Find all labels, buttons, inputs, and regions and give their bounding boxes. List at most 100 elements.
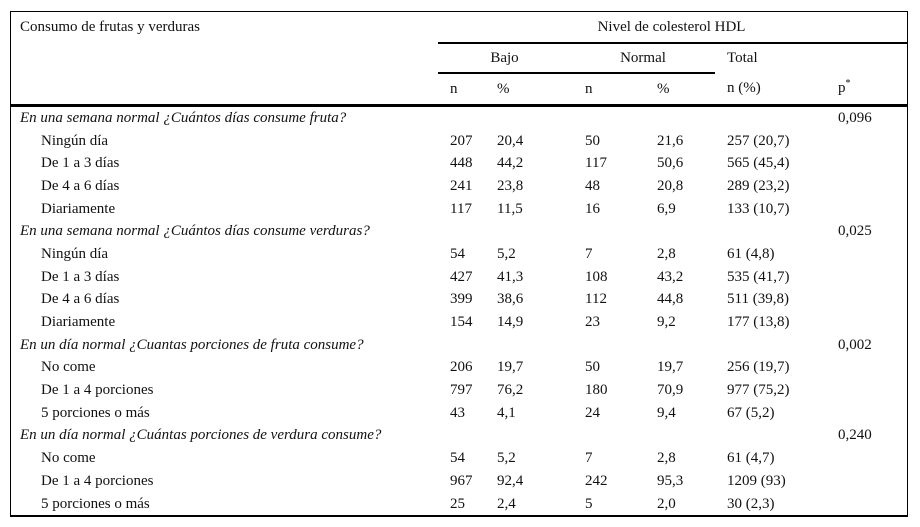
p-empty-cell <box>826 152 907 175</box>
p-empty-cell <box>826 447 907 470</box>
row-label-cell: De 1 a 4 porciones <box>41 382 154 399</box>
bajo-group-header: Bajo <box>438 43 573 74</box>
total-cell: 67 (5,2) <box>727 404 775 421</box>
hdl-span-header-cell: Nivel de colesterol HDL <box>438 12 908 44</box>
table-header: Consumo de frutas y verduras Nivel de co… <box>11 12 908 106</box>
p-empty-cell <box>826 175 907 198</box>
data-row: De 1 a 3 días 427 41,3 108 43,2 535 (41,7) <box>11 266 907 289</box>
data-row: No come 54 5,2 7 2,8 61 (4,7) <box>11 447 907 470</box>
p-empty-cell <box>826 243 907 266</box>
total-cell: 61 (4,7) <box>727 450 775 467</box>
p-empty-cell <box>826 402 907 425</box>
table-body: En una semana normal ¿Cuántos días consu… <box>11 103 908 516</box>
section-question-cell: En una semana normal ¿Cuántos días consu… <box>20 223 370 240</box>
normal-n-cell: 24 <box>585 404 600 421</box>
section-question-row: En un día normal ¿Cuántas porciones de v… <box>11 425 907 448</box>
data-row: De 4 a 6 días 241 23,8 48 20,8 289 (23,2) <box>11 175 907 198</box>
row-label-cell: Diariamente <box>41 314 116 331</box>
bajo-pct-cell: 38,6 <box>497 291 524 308</box>
data-row: Diariamente 117 11,5 16 6,9 133 (10,7) <box>11 198 907 221</box>
data-row: De 1 a 4 porciones 797 76,2 180 70,9 977 (75,… <box>11 379 907 402</box>
bajo-n-cell: 117 <box>450 200 472 217</box>
n-pct-subheader-total: n (%) <box>727 80 761 96</box>
bajo-n-cell: 241 <box>450 177 473 194</box>
p-asterisk: * <box>845 78 851 89</box>
p-value-cell: 0,240 <box>838 427 872 444</box>
data-row: 5 porciones o más 25 2,4 5 2,0 30 (2,3) <box>11 493 907 516</box>
data-row: De 4 a 6 días 399 38,6 112 44,8 511 (39,8) <box>11 289 907 312</box>
bajo-pct-cell: 19,7 <box>497 359 524 376</box>
data-row: De 1 a 3 días 448 44,2 117 50,6 565 (45,4) <box>11 152 907 175</box>
normal-n-cell: 108 <box>585 268 608 285</box>
normal-pct-cell: 95,3 <box>657 472 684 489</box>
normal-pct-cell: 2,0 <box>657 495 676 512</box>
normal-pct-cell: 43,2 <box>657 268 684 285</box>
row-label-cell: De 1 a 3 días <box>41 268 120 285</box>
normal-n-cell: 7 <box>585 450 593 467</box>
pct-subheader-normal: % <box>657 80 670 97</box>
data-row: No come 206 19,7 50 19,7 256 (19,7) <box>11 357 907 380</box>
normal-n-cell: 242 <box>585 472 608 489</box>
row-label-cell: De 1 a 4 porciones <box>41 472 154 489</box>
normal-n-cell: 5 <box>585 495 593 512</box>
bajo-n-cell: 427 <box>450 268 473 285</box>
bajo-pct-cell: 44,2 <box>497 155 524 172</box>
bajo-pct-cell: 92,4 <box>497 472 524 489</box>
bajo-pct-cell: 41,3 <box>497 268 524 285</box>
bajo-n-cell: 207 <box>450 132 473 149</box>
p-value-cell: 0,002 <box>838 336 872 353</box>
bajo-pct-cell: 4,1 <box>497 404 516 421</box>
normal-pct-cell: 2,8 <box>657 245 676 262</box>
p-subheader: p* <box>826 73 907 106</box>
bajo-pct-cell: 20,4 <box>497 132 524 149</box>
table-frame: Consumo de frutas y verduras Nivel de co… <box>10 11 908 518</box>
row-label-cell: De 1 a 3 días <box>41 155 120 172</box>
total-cell: 257 (20,7) <box>727 132 790 149</box>
data-row: Diariamente 154 14,9 23 9,2 177 (13,8) <box>11 311 907 334</box>
bajo-pct-cell: 5,2 <box>497 450 516 467</box>
total-cell: 61 (4,8) <box>727 245 775 262</box>
normal-n-cell: 7 <box>585 245 593 262</box>
p-value-cell: 0,096 <box>826 103 908 130</box>
bajo-pct-cell: 76,2 <box>497 382 524 399</box>
bajo-pct-cell: 23,8 <box>497 177 524 194</box>
total-cell: 565 (45,4) <box>727 155 790 172</box>
row-label-cell: 5 porciones o más <box>41 404 150 421</box>
normal-pct-cell: 50,6 <box>657 155 684 172</box>
normal-n-cell: 50 <box>585 132 600 149</box>
bajo-n-cell: 25 <box>450 495 465 512</box>
row-label-cell: Ningún día <box>41 132 109 149</box>
section-question-row: En un día normal ¿Cuantas porciones de f… <box>11 334 907 357</box>
p-empty-cell <box>826 493 907 516</box>
p-value-cell: 0,025 <box>838 223 872 240</box>
data-row: Ningún día 207 20,4 50 21,6 257 (20,7) <box>11 130 907 153</box>
section-question-cell: En un día normal ¿Cuantas porciones de f… <box>20 336 364 353</box>
bajo-n-cell: 54 <box>450 450 465 467</box>
row-label-cell: Diariamente <box>41 200 116 217</box>
normal-pct-cell: 70,9 <box>657 382 684 399</box>
total-cell: 256 (19,7) <box>727 359 790 376</box>
normal-group-header: Normal <box>573 43 715 74</box>
p-subheader-base: p <box>838 80 846 96</box>
section-question-cell: En una semana normal ¿Cuántos días consu… <box>11 103 826 130</box>
p-empty-cell <box>826 198 907 221</box>
normal-n-cell: 50 <box>585 359 600 376</box>
data-row: Ningún día 54 5,2 7 2,8 61 (4,8) <box>11 243 907 266</box>
total-cell: 30 (2,3) <box>727 495 775 512</box>
bajo-pct-cell: 11,5 <box>497 200 523 217</box>
p-header-spacer <box>826 43 907 73</box>
section-question-row: En una semana normal ¿Cuántos días consu… <box>11 220 907 243</box>
normal-pct-cell: 9,2 <box>657 314 676 331</box>
section-question-row: En una semana normal ¿Cuántos días consu… <box>11 103 908 130</box>
normal-n-cell: 112 <box>585 291 607 308</box>
normal-pct-cell: 6,9 <box>657 200 676 217</box>
row-label-cell: Ningún día <box>41 245 109 262</box>
p-empty-cell <box>826 357 907 380</box>
total-cell: 535 (41,7) <box>727 268 790 285</box>
bajo-pct-cell: 5,2 <box>497 245 516 262</box>
total-cell: 1209 (93) <box>727 472 786 489</box>
normal-n-cell: 117 <box>585 155 607 172</box>
bajo-n-cell: 967 <box>450 472 473 489</box>
header-row-3: n % n % n (%) p* <box>11 73 907 106</box>
